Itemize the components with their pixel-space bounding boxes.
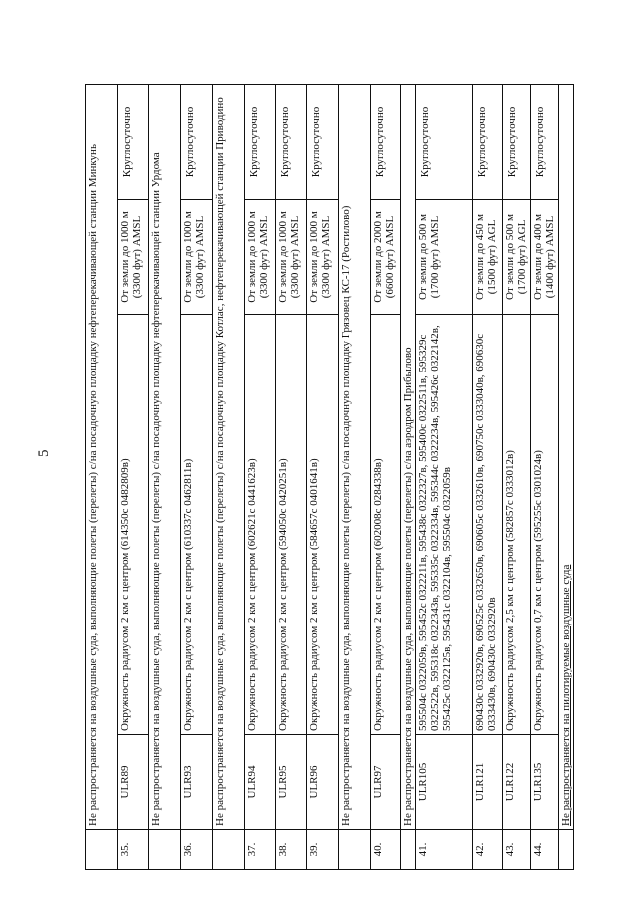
empty-cell — [148, 829, 181, 870]
zone-code: ULR95 — [275, 734, 307, 830]
zone-code: ULR89 — [117, 734, 149, 830]
zone-area: 690430с 0332920в, 690525с 0332650в, 6906… — [472, 314, 503, 735]
zone-area: Окружность радиусом 2 км с центром (5846… — [306, 314, 339, 735]
zone-code: ULR135 — [530, 734, 559, 830]
section-header: Не распространяется на воздушные суда, в… — [338, 84, 371, 830]
row-number: 35. — [117, 829, 149, 870]
operating-time: Круглосуточно — [180, 84, 213, 200]
operating-time: Круглосуточно — [306, 84, 339, 200]
zone-code: ULR93 — [180, 734, 213, 830]
table-row: 37. ULR94 Окружность радиусом 2 км с центр… — [244, 84, 276, 870]
operating-time: Круглосуточно — [502, 84, 531, 200]
altitude-limits: От земли до 1000 м (3300 фут) AMSL — [244, 199, 276, 315]
table-row: 41. ULR105 595504с 0322059в, 595452с 03222… — [415, 84, 473, 870]
zone-code: ULR94 — [244, 734, 276, 830]
table-row: 38. ULR95 Окружность радиусом 2 км с центр… — [275, 84, 307, 870]
empty-cell — [85, 829, 118, 870]
row-number: 38. — [275, 829, 307, 870]
empty-cell — [212, 829, 245, 870]
zone-code: ULR105 — [415, 734, 473, 830]
section-header: Не распространяется на воздушные суда, в… — [85, 84, 118, 830]
empty-cell — [338, 829, 371, 870]
altitude-limits: От земли до 1000 м (3300 фут) AMSL — [117, 199, 149, 315]
zone-area: Окружность радиусом 2 км с центром (5940… — [275, 314, 307, 735]
zone-area: Окружность радиусом 2,5 км с центром (58… — [502, 314, 531, 735]
section-header: Не распространяется на воздушные суда, в… — [400, 84, 416, 830]
section-header-row: Не распространяется на воздушные суда, в… — [338, 84, 371, 870]
row-number: 40. — [370, 829, 401, 870]
zone-area: Окружность радиусом 0,7 км с центром (59… — [530, 314, 559, 735]
altitude-limits: От земли до 1000 м (3300 фут) AMSL — [306, 199, 339, 315]
zone-area: Окружность радиусом 2 км с центром (6103… — [180, 314, 213, 735]
section-header-row: Не распространяется на воздушные суда, в… — [85, 84, 118, 870]
table-row: 43. ULR122 Окружность радиусом 2,5 км с це… — [502, 84, 531, 870]
operating-time: Круглосуточно — [275, 84, 307, 200]
operating-time: Круглосуточно — [472, 84, 503, 200]
page-number: 5 — [36, 449, 52, 458]
table-row: 36. ULR93 Окружность радиусом 2 км с центр… — [180, 84, 213, 870]
zone-area: 595504с 0322059в, 595452с 0322211в, 5954… — [415, 314, 473, 735]
table-row: 44. ULR135 Окружность радиусом 0,7 км с це… — [530, 84, 559, 870]
row-number: 36. — [180, 829, 213, 870]
zone-code: ULR121 — [472, 734, 503, 830]
section-header-row: Не распространяется на пилотируемые возд… — [558, 84, 574, 870]
table-row: 39. ULR96 Окружность радиусом 2 км с центр… — [306, 84, 339, 870]
zone-code: ULR97 — [370, 734, 401, 830]
operating-time: Круглосуточно — [117, 84, 149, 200]
operating-time: Круглосуточно — [530, 84, 559, 200]
altitude-limits: От земли до 2000 м (6600 фут) AMSL — [370, 199, 401, 315]
section-header-row: Не распространяется на воздушные суда, в… — [148, 84, 181, 870]
section-header: Не распространяется на пилотируемые возд… — [558, 84, 574, 830]
section-header: Не распространяется на воздушные суда, в… — [212, 84, 245, 830]
table-row: 42. ULR121 690430с 0332920в, 690525с 03326… — [472, 84, 503, 870]
zone-code: ULR122 — [502, 734, 531, 830]
section-header-row: Не распространяется на воздушные суда, в… — [400, 84, 416, 870]
row-number: 43. — [502, 829, 531, 870]
row-number: 37. — [244, 829, 276, 870]
section-header: Не распространяется на воздушные суда, в… — [148, 84, 181, 830]
operating-time: Круглосуточно — [244, 84, 276, 200]
operating-time: Круглосуточно — [370, 84, 401, 200]
altitude-limits: От земли до 500 м (1700 фут) AGL — [502, 199, 531, 315]
altitude-limits: От земли до 450 м (1500 фут) AGL — [472, 199, 503, 315]
operating-time: Круглосуточно — [415, 84, 473, 200]
table-row: 35. ULR89 Окружность радиусом 2 км с центр… — [117, 84, 149, 870]
zone-area: Окружность радиусом 2 км с центром (6020… — [370, 314, 401, 735]
altitude-limits: От земли до 500 м (1700 фут) AMSL — [415, 199, 473, 315]
row-number: 44. — [530, 829, 559, 870]
section-header-row: Не распространяется на воздушные суда, в… — [212, 84, 245, 870]
altitude-limits: От земли до 1000 м (3300 фут) AMSL — [275, 199, 307, 315]
empty-cell — [400, 829, 416, 870]
row-number: 42. — [472, 829, 503, 870]
empty-cell — [558, 829, 574, 870]
row-number: 41. — [415, 829, 473, 870]
zone-area: Окружность радиусом 2 км с центром (6026… — [244, 314, 276, 735]
restricted-zones-table: Не распространяется на воздушные суда, в… — [85, 84, 574, 870]
zone-code: ULR96 — [306, 734, 339, 830]
zone-area: Окружность радиусом 2 км с центром (6143… — [117, 314, 149, 735]
altitude-limits: От земли до 400 м (1400 фут) AMSL — [530, 199, 559, 315]
row-number: 39. — [306, 829, 339, 870]
altitude-limits: От земли до 1000 м (3300 фут) AMSL — [180, 199, 213, 315]
table-row: 40. ULR97 Окружность радиусом 2 км с центр… — [370, 84, 401, 870]
